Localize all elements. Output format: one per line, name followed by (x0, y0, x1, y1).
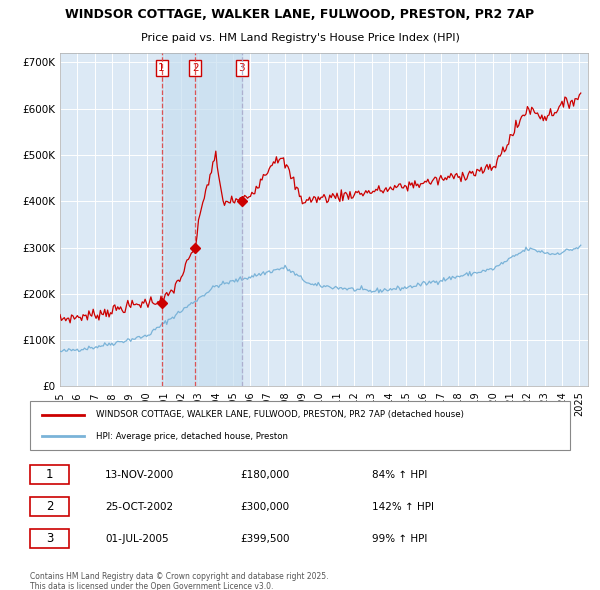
Text: Price paid vs. HM Land Registry's House Price Index (HPI): Price paid vs. HM Land Registry's House … (140, 32, 460, 42)
Text: £399,500: £399,500 (240, 534, 290, 544)
Text: Contains HM Land Registry data © Crown copyright and database right 2025.
This d: Contains HM Land Registry data © Crown c… (30, 572, 329, 590)
Bar (161, 53, 242, 386)
Text: HPI: Average price, detached house, Preston: HPI: Average price, detached house, Pres… (96, 432, 288, 441)
Text: 3: 3 (46, 532, 53, 545)
Text: 13-NOV-2000: 13-NOV-2000 (105, 470, 174, 480)
Text: £300,000: £300,000 (240, 502, 289, 512)
Text: 01-JUL-2005: 01-JUL-2005 (105, 534, 169, 544)
Bar (30, 401, 570, 450)
Bar (30, 529, 69, 548)
Bar (30, 465, 69, 484)
Text: £180,000: £180,000 (240, 470, 289, 480)
Text: 1: 1 (46, 468, 53, 481)
Text: 142% ↑ HPI: 142% ↑ HPI (372, 502, 434, 512)
Text: 2: 2 (46, 500, 53, 513)
Text: 3: 3 (238, 63, 245, 73)
Text: 2: 2 (192, 63, 199, 73)
Text: 84% ↑ HPI: 84% ↑ HPI (372, 470, 427, 480)
Text: WINDSOR COTTAGE, WALKER LANE, FULWOOD, PRESTON, PR2 7AP: WINDSOR COTTAGE, WALKER LANE, FULWOOD, P… (65, 8, 535, 21)
Text: 25-OCT-2002: 25-OCT-2002 (105, 502, 173, 512)
Bar (30, 497, 69, 516)
Text: WINDSOR COTTAGE, WALKER LANE, FULWOOD, PRESTON, PR2 7AP (detached house): WINDSOR COTTAGE, WALKER LANE, FULWOOD, P… (96, 411, 464, 419)
Text: 99% ↑ HPI: 99% ↑ HPI (372, 534, 427, 544)
Text: 1: 1 (158, 63, 165, 73)
